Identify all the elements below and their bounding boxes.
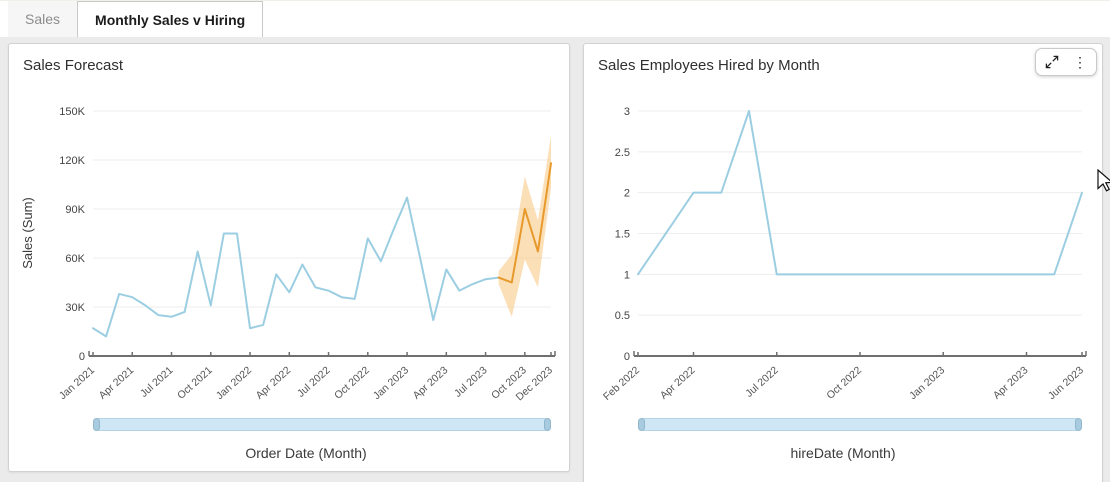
date-range-scrollbar[interactable] bbox=[93, 418, 551, 431]
x-tick-label: Feb 2022 bbox=[601, 364, 642, 403]
y-tick-label: 0 bbox=[624, 351, 630, 363]
x-tick-label: Jun 2023 bbox=[1046, 364, 1086, 402]
x-tick-label: Apr 2023 bbox=[411, 364, 451, 402]
hired-by-month-card: ⋮ Sales Employees Hired by Month 0 0.5 1 1.… bbox=[583, 43, 1103, 482]
kebab-menu-icon: ⋮ bbox=[1073, 54, 1087, 70]
scrollbar-handle-right[interactable] bbox=[1075, 418, 1082, 431]
scrollbar-handle-right[interactable] bbox=[544, 418, 551, 431]
y-tick-label: 60K bbox=[65, 253, 85, 265]
x-tick-label: Apr 2023 bbox=[991, 364, 1031, 402]
y-tick-label: 2 bbox=[624, 188, 630, 200]
x-tick-label: Oct 2022 bbox=[332, 364, 372, 402]
y-tick-label: 3 bbox=[624, 106, 630, 118]
y-tick-label: 0.5 bbox=[615, 310, 630, 322]
y-tick-label: 2.5 bbox=[615, 147, 630, 159]
chart-title: Sales Forecast bbox=[23, 57, 124, 74]
chart-title: Sales Employees Hired by Month bbox=[598, 57, 820, 74]
x-tick-label: Jan 2021 bbox=[57, 364, 97, 402]
hired-line bbox=[637, 110, 1083, 276]
scrollbar-handle-left[interactable] bbox=[638, 418, 645, 431]
mouse-cursor bbox=[1097, 169, 1110, 192]
hired-by-month-chart[interactable]: 0 0.5 1 1.5 2 2.5 3 Feb 2022 Apr 2022 Jul 2022 Oct… bbox=[598, 77, 1088, 409]
x-tick-label: Jul 2022 bbox=[743, 364, 781, 400]
x-tick-label: Jul 2023 bbox=[452, 364, 490, 400]
x-tick-label: Apr 2021 bbox=[97, 364, 137, 402]
sales-forecast-card: Sales Forecast Sales (Sum) 0 30K 60K 90K 120… bbox=[8, 43, 570, 472]
y-tick-label: 30K bbox=[65, 302, 85, 314]
expand-arrows-icon bbox=[1045, 55, 1059, 69]
y-tick-label: 90K bbox=[65, 204, 85, 216]
visual-toolbar: ⋮ bbox=[1035, 48, 1097, 76]
x-tick-label: Oct 2022 bbox=[824, 364, 864, 402]
x-tick-label: Jul 2022 bbox=[295, 364, 333, 400]
x-tick-label: Jan 2023 bbox=[371, 364, 411, 402]
forecast-band bbox=[498, 135, 551, 317]
scrollbar-handle-left[interactable] bbox=[93, 418, 100, 431]
x-tick-label: Jan 2022 bbox=[214, 364, 254, 402]
x-axis-title: Order Date (Month) bbox=[245, 445, 367, 461]
y-axis-title: Sales (Sum) bbox=[20, 197, 35, 269]
y-tick-label: 150K bbox=[59, 106, 85, 118]
forecast-line bbox=[497, 162, 552, 284]
tab-monthly-sales-v-hiring[interactable]: Monthly Sales v Hiring bbox=[77, 1, 264, 37]
y-tick-label: 120K bbox=[59, 155, 85, 167]
x-tick-label: Jan 2023 bbox=[907, 364, 947, 402]
dashboard-content: Sales Forecast Sales (Sum) 0 30K 60K 90K 120… bbox=[0, 37, 1110, 482]
maximize-button[interactable] bbox=[1040, 53, 1064, 71]
y-tick-label: 1.5 bbox=[615, 229, 630, 241]
y-tick-label: 0 bbox=[79, 351, 85, 363]
tab-sales[interactable]: Sales bbox=[8, 1, 78, 37]
y-tick-label: 1 bbox=[624, 269, 630, 281]
x-axis-title: hireDate (Month) bbox=[790, 445, 896, 461]
date-range-scrollbar[interactable] bbox=[638, 418, 1082, 431]
actual-line bbox=[92, 196, 500, 338]
x-tick-label: Apr 2022 bbox=[254, 364, 294, 402]
menu-button[interactable]: ⋮ bbox=[1068, 53, 1092, 71]
x-tick-label: Oct 2021 bbox=[175, 364, 215, 402]
tab-bar: Sales Monthly Sales v Hiring bbox=[0, 0, 1110, 37]
x-tick-label: Jul 2021 bbox=[138, 364, 176, 400]
x-tick-label: Apr 2022 bbox=[658, 364, 698, 402]
